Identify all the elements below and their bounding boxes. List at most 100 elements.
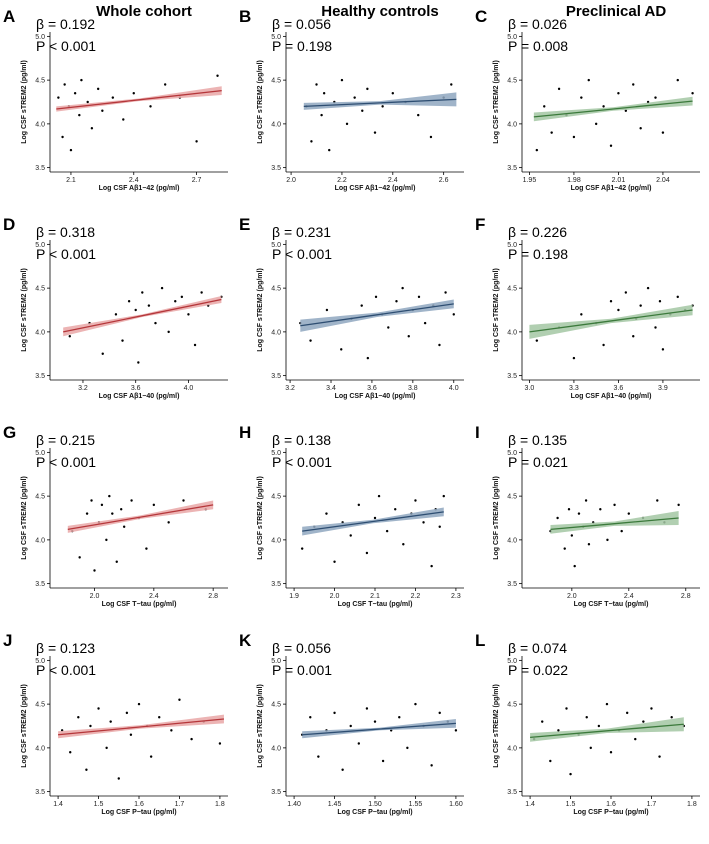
y-tick-label: 4.0 — [35, 537, 45, 544]
y-tick-label: 5.0 — [507, 34, 517, 41]
data-point — [147, 304, 151, 307]
data-point — [639, 127, 642, 130]
y-tick-label: 4.0 — [271, 537, 281, 544]
data-point — [85, 768, 88, 771]
panel-letter: I — [475, 423, 480, 442]
panel-letter: L — [475, 631, 485, 650]
data-point — [77, 716, 80, 719]
data-point — [127, 300, 131, 303]
data-point — [117, 777, 120, 780]
data-point — [549, 759, 552, 763]
data-point — [605, 702, 609, 706]
x-tick-label: 1.6 — [606, 801, 616, 808]
fit-line — [300, 303, 454, 327]
panel: 3.5 4.0 4.5 5.0 3.0 3.3 3.6 3.9 Log CSF Aβ1−40 (… — [475, 215, 700, 400]
fit-line — [529, 309, 693, 333]
data-point — [170, 729, 173, 732]
data-point — [101, 109, 104, 112]
data-point — [149, 105, 152, 108]
x-tick-label: 1.4 — [53, 801, 63, 808]
stat-annotation: β = 0.226 — [508, 224, 567, 240]
data-point — [322, 92, 326, 95]
stat-annotation: β = 0.026 — [508, 16, 567, 32]
data-point — [216, 74, 219, 77]
y-axis-label: Log CSF sTREM2 (pg/ml) — [257, 268, 264, 352]
y-axis-label: Log CSF sTREM2 (pg/ml) — [21, 684, 28, 768]
data-point — [402, 543, 405, 546]
data-point — [361, 109, 364, 112]
x-tick-label: 2.6 — [439, 177, 449, 184]
data-point — [609, 300, 613, 303]
data-point — [357, 742, 361, 745]
fit-line — [63, 298, 222, 333]
panel-letter: E — [239, 215, 250, 234]
data-point — [625, 711, 629, 715]
fit-line — [550, 517, 679, 531]
x-tick-label: 4.0 — [184, 385, 194, 392]
x-axis-label: Log CSF Aβ1−42 (pg/ml) — [335, 185, 416, 192]
y-tick-label: 4.0 — [507, 537, 517, 544]
data-point — [565, 707, 568, 710]
data-point — [658, 300, 662, 303]
data-point — [114, 313, 118, 316]
data-point — [691, 92, 694, 95]
y-tick-label: 5.0 — [271, 450, 281, 457]
y-tick-label: 4.0 — [271, 329, 281, 336]
panel-letter: B — [239, 7, 251, 26]
y-tick-label: 4.0 — [507, 329, 517, 336]
data-point — [167, 330, 170, 334]
y-tick-label: 4.0 — [35, 121, 45, 128]
y-tick-label: 5.0 — [507, 450, 517, 457]
data-point — [122, 118, 125, 121]
x-tick-label: 1.6 — [134, 801, 144, 808]
y-tick-label: 3.5 — [35, 373, 45, 380]
stat-annotation: P < 0.001 — [36, 38, 96, 54]
panel-letter: C — [475, 7, 487, 26]
data-point — [677, 503, 680, 507]
y-tick-label: 3.5 — [35, 165, 45, 172]
x-tick-label: 2.8 — [681, 593, 691, 600]
x-tick-label: 3.6 — [367, 385, 377, 392]
data-point — [438, 525, 441, 528]
x-tick-label: 1.45 — [328, 801, 342, 808]
data-point — [617, 308, 620, 312]
data-point — [178, 698, 181, 701]
data-point — [394, 508, 397, 511]
data-point — [93, 569, 96, 572]
y-tick-label: 5.0 — [35, 658, 45, 665]
data-point — [430, 564, 433, 568]
y-axis-label: Log CSF sTREM2 (pg/ml) — [493, 476, 500, 560]
x-tick-label: 2.1 — [370, 593, 380, 600]
x-tick-label: 1.7 — [647, 801, 657, 808]
stat-annotation: β = 0.231 — [272, 224, 331, 240]
data-point — [101, 352, 104, 355]
stat-annotation: β = 0.138 — [272, 432, 331, 448]
x-tick-label: 2.4 — [149, 593, 159, 600]
x-tick-label: 2.3 — [451, 593, 461, 600]
x-tick-label: 1.40 — [287, 801, 301, 808]
data-point — [454, 729, 458, 732]
data-point — [632, 335, 635, 338]
y-tick-label: 4.5 — [271, 286, 281, 293]
data-point — [122, 525, 126, 528]
data-point — [111, 512, 114, 515]
data-point — [417, 113, 420, 117]
data-point — [423, 321, 427, 325]
data-point — [218, 742, 222, 745]
data-point — [414, 499, 417, 502]
panel: 3.5 4.0 4.5 5.0 2.0 2.2 2.4 2.6 Log CSF Aβ1−42 (… — [239, 3, 464, 192]
data-point — [137, 361, 140, 364]
data-point — [627, 512, 630, 515]
y-tick-label: 3.5 — [271, 581, 281, 588]
data-point — [543, 105, 546, 108]
data-point — [89, 724, 92, 728]
column-title: Whole cohort — [96, 3, 192, 20]
data-point — [373, 131, 377, 134]
stat-annotation: P < 0.001 — [272, 454, 332, 470]
data-point — [309, 339, 312, 342]
data-point — [109, 720, 112, 723]
data-point — [606, 538, 609, 542]
data-point — [366, 87, 369, 91]
data-point — [315, 83, 318, 86]
x-tick-label: 2.7 — [192, 177, 202, 184]
